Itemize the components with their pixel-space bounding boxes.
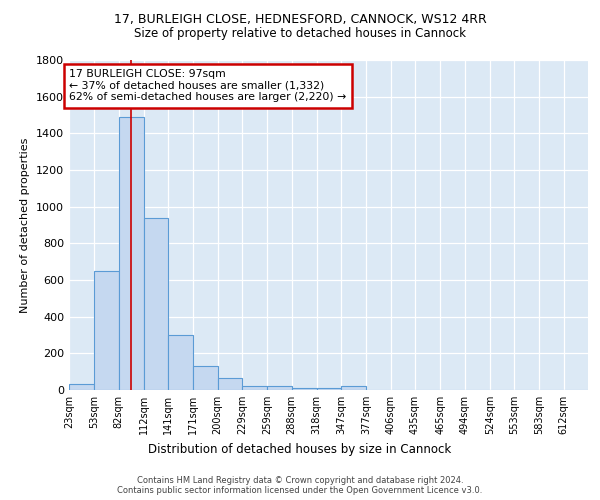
Bar [242,386,267,390]
Bar [119,117,144,390]
Text: Distribution of detached houses by size in Cannock: Distribution of detached houses by size … [148,442,452,456]
Bar [341,386,366,390]
Text: 17 BURLEIGH CLOSE: 97sqm
← 37% of detached houses are smaller (1,332)
62% of sem: 17 BURLEIGH CLOSE: 97sqm ← 37% of detach… [69,69,346,102]
Bar [317,388,341,390]
Text: Size of property relative to detached houses in Cannock: Size of property relative to detached ho… [134,28,466,40]
Bar [292,388,317,390]
Bar [69,384,94,390]
Bar [168,335,193,390]
Text: 17, BURLEIGH CLOSE, HEDNESFORD, CANNOCK, WS12 4RR: 17, BURLEIGH CLOSE, HEDNESFORD, CANNOCK,… [113,12,487,26]
Bar [94,271,119,390]
Text: Contains HM Land Registry data © Crown copyright and database right 2024.
Contai: Contains HM Land Registry data © Crown c… [118,476,482,495]
Bar [267,386,292,390]
Bar [144,218,168,390]
Bar [218,378,242,390]
Bar [193,366,218,390]
Y-axis label: Number of detached properties: Number of detached properties [20,138,31,312]
